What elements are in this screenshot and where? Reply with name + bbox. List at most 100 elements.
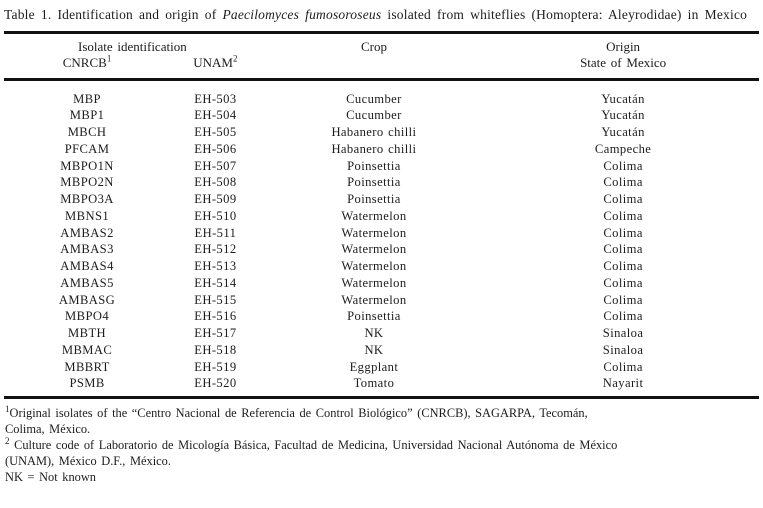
cell-unam: EH-515 [194,292,237,307]
cell-origin: Colima [603,275,643,290]
cell-cnrcb: MBPO2N [60,175,114,190]
cell-crop: Poinsettia [347,192,401,206]
cell-origin: Colima [603,309,643,324]
table-row: MBPO1N EH-507 Poinsettia Colima [4,158,759,175]
footnote-2: 2 Culture code of Laboratorio de Micolog… [5,435,627,470]
paper-page: Table 1. Identification and origin of Pa… [4,7,759,486]
footnotes: 1Original isolates of the “Centro Nacion… [4,403,759,486]
cell-crop: Poinsettia [347,175,401,190]
footnote-nk: NK = Not known [5,470,627,486]
cell-unam: EH-508 [194,175,237,190]
cell-cnrcb: MBBRT [64,359,110,374]
cell-cnrcb: MBTH [68,326,107,340]
cell-unam: EH-513 [194,259,237,273]
table-row: PFCAM EH-506 Habanero chilli Campeche [4,141,759,158]
table-row: MBCH EH-505 Habanero chilli Yucatán [4,124,759,141]
cell-cnrcb: MBCH [67,125,107,139]
cell-unam: EH-517 [194,326,237,340]
cell-origin: Sinaloa [602,342,644,357]
cell-origin: Colima [603,225,643,240]
cell-cnrcb: MBPO3A [60,192,114,206]
cell-unam: EH-518 [194,342,237,357]
cell-crop: Tomato [353,376,395,391]
table-row: AMBAS4 EH-513 Watermelon Colima [4,258,759,275]
footnote-1-text: Original isolates of the “Centro Naciona… [5,406,588,436]
cell-origin: Yucatán [601,125,645,139]
cell-cnrcb: AMBAS5 [60,275,114,290]
table-row: MBP EH-503 Cucumber Yucatán [4,79,759,107]
table-header: Isolate identification Crop Origin CNRCB… [4,32,759,79]
cell-origin: Colima [603,192,643,206]
header-unam: UNAM2 [170,53,261,79]
table-row: MBPO4 EH-516 Poinsettia Colima [4,308,759,325]
header-crop: Crop [360,38,387,54]
table-row: AMBAS5 EH-514 Watermelon Colima [4,275,759,292]
table-row: MBNS1 EH-510 Watermelon Colima [4,208,759,225]
cell-unam: EH-509 [194,192,237,206]
table-row: MBBRT EH-519 Eggplant Colima [4,359,759,376]
cell-unam: EH-504 [194,108,237,123]
cell-unam: EH-514 [194,275,237,290]
cell-origin: Colima [603,292,643,307]
cell-unam: EH-519 [194,359,237,374]
cell-crop: Watermelon [341,259,407,273]
header-cnrcb-label: CNRCB [62,55,107,70]
table-row: MBPO3A EH-509 Poinsettia Colima [4,191,759,208]
cell-crop: Watermelon [341,225,407,240]
cell-origin: Colima [603,158,643,173]
cell-crop: Cucumber [346,91,402,106]
cell-unam: EH-510 [194,208,237,223]
header-crop-spacer [261,55,488,79]
cell-crop: Poinsettia [347,309,401,324]
header-unam-label: UNAM [193,55,233,70]
cell-unam: EH-507 [194,158,237,173]
cell-unam: EH-503 [194,91,237,106]
footnote-nk-text: NK = Not known [5,469,96,484]
cell-cnrcb: PFCAM [64,141,110,156]
cell-origin: Colima [603,175,643,190]
header-cnrcb-footnote-marker: 1 [106,53,112,64]
isolates-table: Isolate identification Crop Origin CNRCB… [4,30,759,400]
cell-crop: Poinsettia [347,158,401,173]
table-row: MBMAC EH-518 NK Sinaloa [4,342,759,359]
table-row: MBP1 EH-504 Cucumber Yucatán [4,107,759,124]
table-row: MBPO2N EH-508 Poinsettia Colima [4,174,759,191]
cell-unam: EH-512 [194,242,237,257]
cell-cnrcb: AMBASG [58,292,116,307]
header-unam-footnote-marker: 2 [233,53,238,64]
cell-origin: Colima [603,242,643,257]
cell-crop: Watermelon [341,292,407,307]
cell-origin: Campeche [594,141,652,156]
table-caption-suffix: isolated from whiteflies (Homoptera: Ale… [381,7,748,22]
footnote-2-marker: 2 [5,435,10,446]
cell-cnrcb: AMBAS2 [60,225,114,240]
cell-unam: EH-511 [194,225,237,240]
cell-cnrcb: MBMAC [61,342,113,357]
cell-cnrcb: MBP1 [69,108,105,123]
cell-cnrcb: MBP [73,91,101,106]
cell-crop: Habanero chilli [331,141,417,156]
header-isolate-identification: Isolate identification [77,38,187,54]
table-row: AMBASG EH-515 Watermelon Colima [4,292,759,309]
cell-crop: Watermelon [341,242,407,257]
cell-crop: NK [364,342,384,357]
cell-crop: NK [364,326,384,340]
footnote-1-marker: 1 [5,403,10,414]
cell-unam: EH-505 [194,125,237,139]
cell-crop: Watermelon [341,275,407,290]
table-caption-prefix: Table 1. Identification and origin of [4,7,223,22]
header-origin: Origin [606,38,641,54]
cell-origin: Yucatán [601,108,645,123]
cell-cnrcb: AMBAS3 [60,242,114,257]
table-body: MBP EH-503 Cucumber Yucatán MBP1 EH-504 Cucumb… [4,79,759,398]
footnote-1: 1Original isolates of the “Centro Nacion… [5,403,627,438]
table-row: AMBAS3 EH-512 Watermelon Colima [4,241,759,258]
table-caption: Table 1. Identification and origin of Pa… [4,7,757,24]
cell-cnrcb: MBPO4 [65,309,110,324]
cell-cnrcb: AMBAS4 [60,259,114,273]
cell-unam: EH-520 [194,376,237,391]
cell-origin: Yucatán [601,91,645,106]
cell-crop: Habanero chilli [331,125,417,139]
cell-unam: EH-506 [194,141,237,156]
cell-unam: EH-516 [194,309,237,324]
